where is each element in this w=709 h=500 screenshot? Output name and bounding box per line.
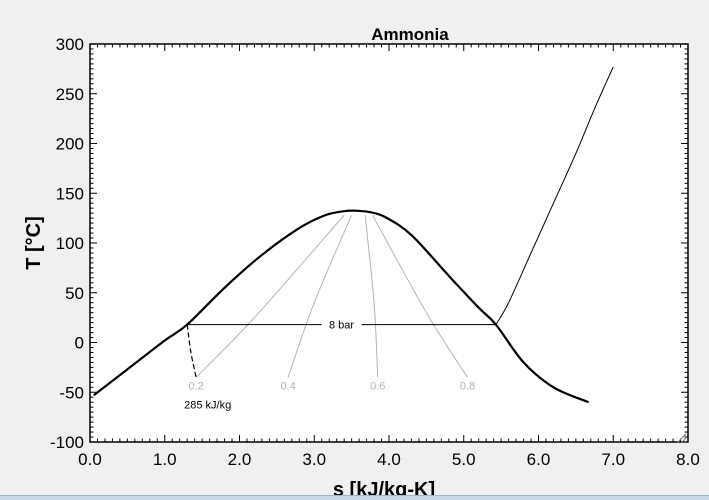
isobar-label: 8 bar	[329, 320, 354, 332]
x-tick-label: 5.0	[452, 450, 476, 469]
x-tick-label: 8.0	[676, 450, 700, 469]
x-tick-label: 0.0	[78, 450, 102, 469]
quality-label: 0.4	[280, 380, 295, 392]
y-tick-label: -50	[59, 383, 84, 402]
plot-frame	[89, 43, 689, 443]
y-axis-label: T [°C]	[23, 216, 45, 270]
x-tick-label: 2.0	[228, 450, 252, 469]
quality-line	[364, 215, 379, 378]
isenthalp-line	[186, 324, 197, 378]
quality-label: 0.8	[460, 380, 475, 392]
quality-label: 0.6	[370, 380, 385, 392]
y-tick-label: 200	[56, 135, 84, 154]
x-tick-label: 3.0	[302, 450, 326, 469]
window-bottom-bar	[0, 495, 709, 500]
y-tick-label: 100	[56, 234, 84, 253]
x-tick-label: 6.0	[527, 450, 551, 469]
x-axis-label: s [kJ/kg-K]	[333, 479, 435, 500]
quality-line	[195, 214, 345, 378]
y-tick-label: 300	[56, 35, 84, 54]
isobar-superheated	[495, 66, 614, 325]
x-tick-label: 4.0	[377, 450, 401, 469]
x-tick-label: 7.0	[601, 450, 625, 469]
quality-label: 0.2	[188, 380, 203, 392]
y-tick-label: 0	[75, 334, 84, 353]
plot-background	[90, 44, 688, 442]
y-tick-label: 150	[56, 184, 84, 203]
curves: 0.2 0.4 0.6 0.8 8 bar 285 kJ/kg	[93, 66, 614, 411]
y-tick-label: 50	[65, 284, 84, 303]
isobar-label-bg	[321, 317, 362, 332]
isenthalp-label: 285 kJ/kg	[184, 399, 231, 411]
chart-title: Ammonia	[371, 25, 449, 44]
quality-line	[372, 214, 468, 378]
resize-grip-icon[interactable]	[675, 432, 687, 444]
quality-line	[287, 214, 353, 378]
y-tick-label: 250	[56, 85, 84, 104]
x-tick-label: 1.0	[153, 450, 177, 469]
y-tick-label: -100	[50, 433, 84, 452]
